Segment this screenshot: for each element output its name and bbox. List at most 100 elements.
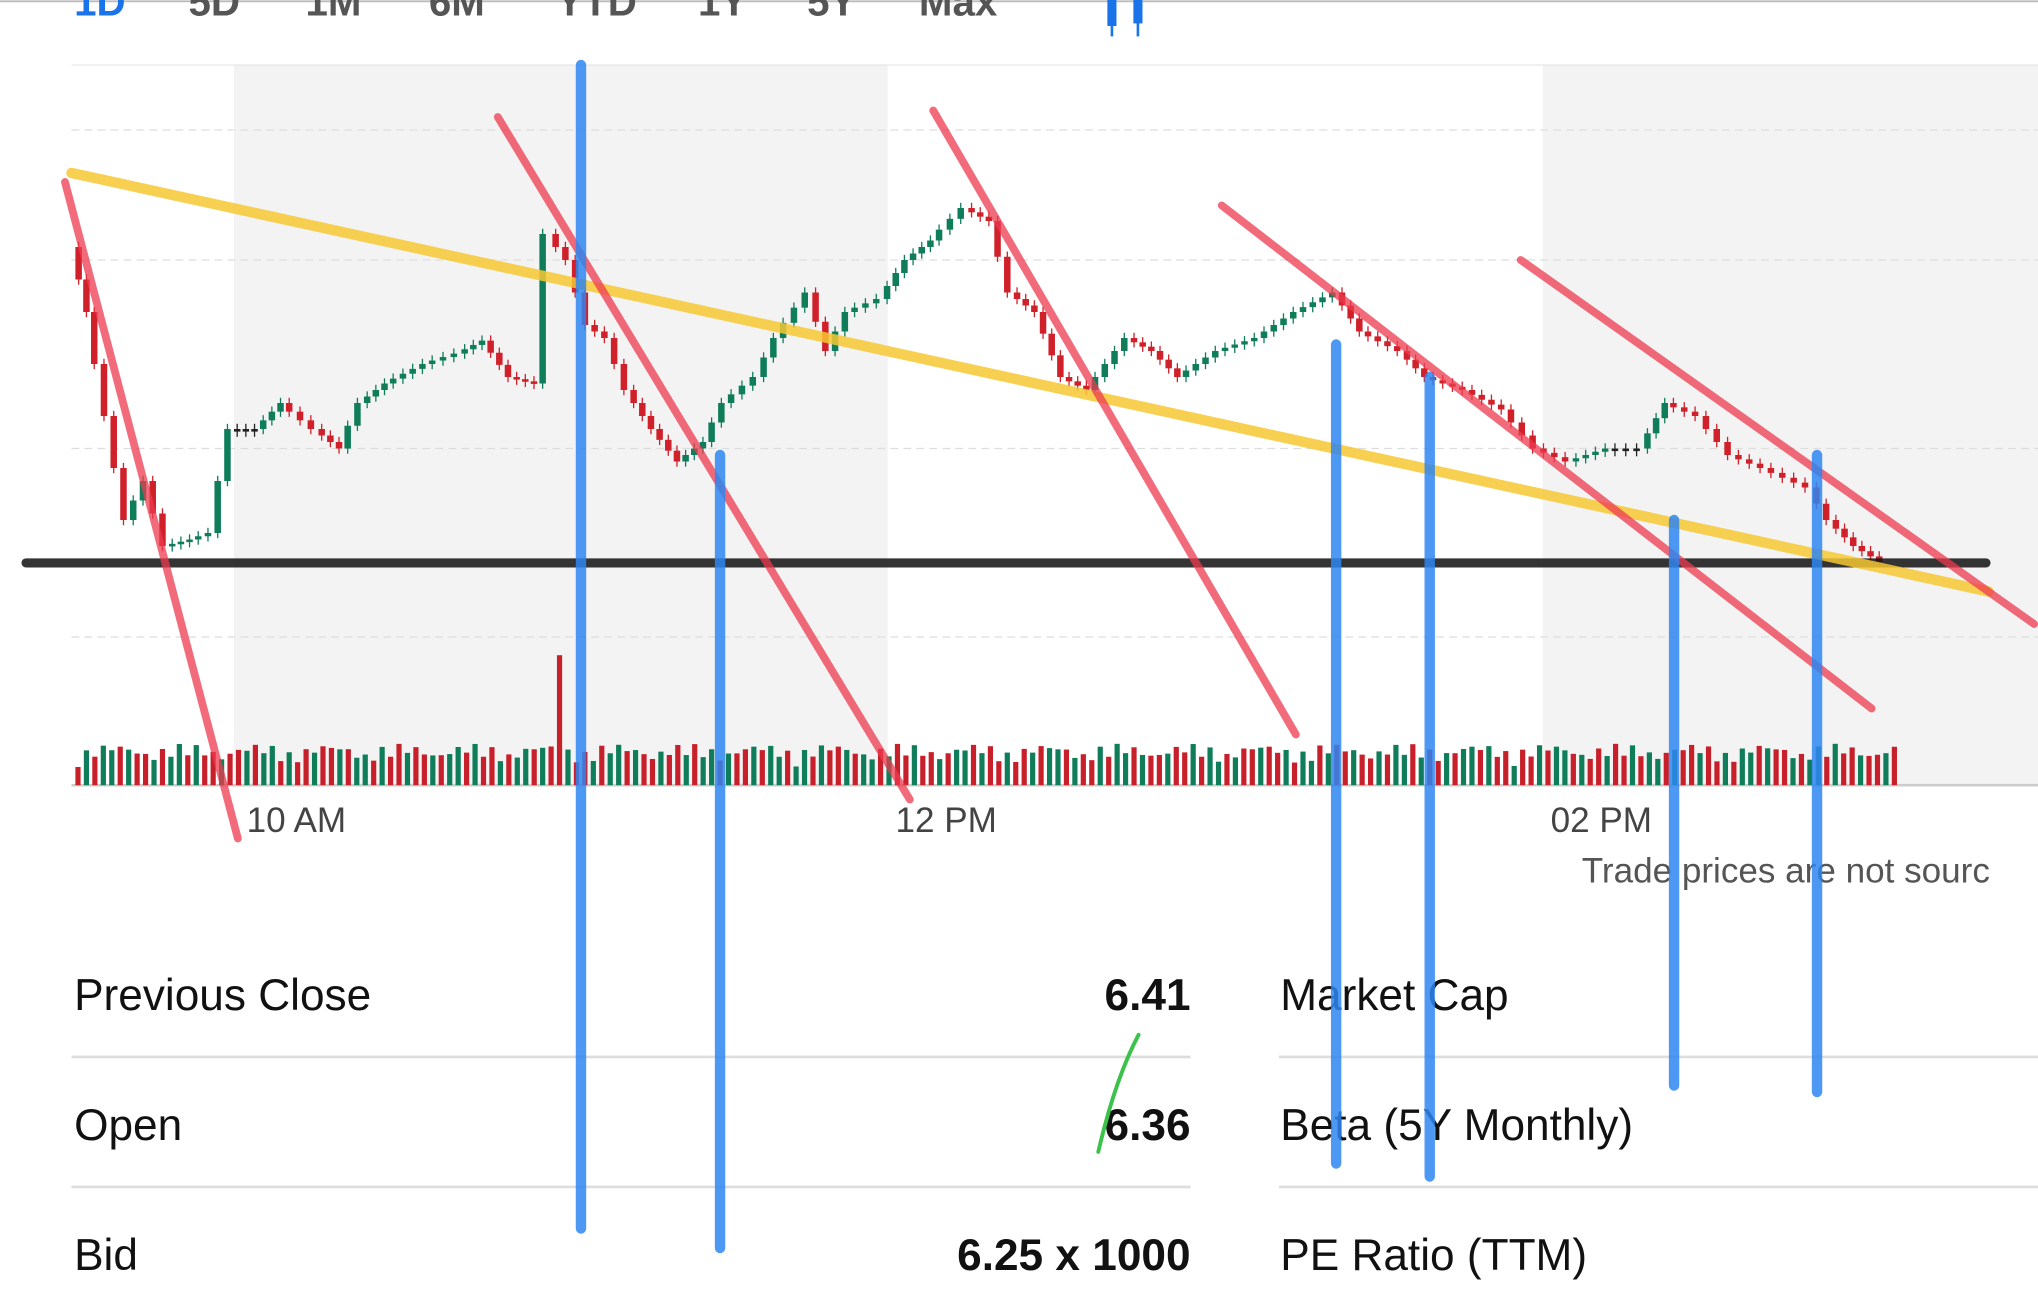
volume-bar — [1291, 762, 1298, 786]
candle-body — [749, 377, 757, 386]
candle-body — [1644, 433, 1651, 449]
candle-body — [1048, 333, 1055, 356]
candle-body — [760, 357, 767, 377]
candle-body — [354, 403, 361, 426]
candle-body — [1572, 458, 1580, 462]
candle-body — [1790, 477, 1797, 483]
chart-type-icon[interactable] — [1107, 0, 1143, 37]
volume-bar — [1410, 744, 1416, 786]
volume-bar — [987, 746, 994, 786]
range-tab[interactable]: 1M — [305, 0, 361, 25]
candle-body — [224, 429, 231, 481]
volume-bar — [531, 749, 537, 786]
volume-bar — [556, 655, 563, 786]
candle-body — [259, 420, 267, 429]
candle-body — [1270, 325, 1277, 332]
volume-bar — [1038, 746, 1044, 786]
candle-body — [790, 307, 798, 323]
volume-bar — [1469, 746, 1475, 786]
volume-bar — [159, 748, 166, 786]
volume-bar — [759, 750, 765, 786]
volume-bar — [928, 752, 934, 786]
range-tab[interactable]: 5Y — [807, 0, 856, 25]
candle-body — [1724, 442, 1731, 455]
volume-bar — [920, 755, 926, 786]
candle-body — [251, 429, 258, 432]
candle-body — [419, 364, 426, 369]
volume-bar — [506, 754, 512, 786]
volume-bar — [337, 749, 343, 786]
volume-bar — [472, 743, 478, 786]
volume-bar — [1663, 752, 1669, 786]
volume-bar — [548, 746, 554, 786]
candle-body — [100, 364, 108, 416]
candle-body — [129, 500, 137, 520]
candle-body — [639, 403, 646, 416]
candle-body — [296, 411, 304, 421]
candle-body — [851, 307, 858, 312]
volume-bar — [92, 756, 98, 786]
volume-bar — [1891, 746, 1897, 786]
candle-body — [1202, 357, 1209, 364]
range-tab[interactable]: Max — [919, 0, 998, 25]
volume-bar — [1148, 755, 1154, 786]
range-tab[interactable]: YTD — [556, 0, 637, 25]
candle-body — [1691, 411, 1699, 416]
candle-body — [727, 394, 735, 403]
volume-bar — [1705, 746, 1712, 786]
range-tab[interactable]: 5D — [188, 0, 239, 25]
volume-bar — [1545, 750, 1551, 786]
candle-body — [1057, 355, 1064, 377]
candle-body — [812, 292, 819, 322]
x-tick-label: 12 PM — [896, 801, 997, 840]
volume-bar — [1604, 755, 1610, 786]
volume-bar — [911, 745, 917, 786]
volume-bar — [109, 750, 115, 786]
volume-bar — [210, 751, 216, 786]
volume-bar — [1418, 757, 1424, 786]
candle-body — [1468, 390, 1476, 395]
candle-body — [409, 368, 416, 374]
candle-body — [1241, 341, 1248, 345]
candle-body — [1561, 457, 1569, 462]
volume-bar — [692, 744, 698, 786]
volume-bar — [278, 761, 284, 786]
x-tick-label: 02 PM — [1551, 801, 1652, 840]
candle-body — [1551, 452, 1558, 458]
candle-body — [110, 416, 117, 468]
volume-bar — [869, 759, 875, 786]
candle-body — [1713, 429, 1720, 442]
candle-body — [1841, 528, 1848, 538]
candle-body — [530, 381, 538, 384]
range-tab[interactable]: 1Y — [698, 0, 747, 25]
volume-bar — [269, 745, 275, 786]
volume-bar — [404, 752, 411, 786]
volume-bar — [1224, 753, 1230, 786]
volume-bar — [1308, 760, 1315, 786]
range-tabs: 1D 5D 1M 6M YTD 1Y 5Y Max — [74, 0, 998, 25]
volume-bar — [1596, 748, 1602, 786]
volume-bar — [1258, 747, 1264, 786]
candle-body — [1165, 359, 1172, 369]
volume-bar — [1173, 746, 1179, 786]
candle-body — [1478, 394, 1485, 400]
stat-value: 6.25 x 1000 — [957, 1231, 1190, 1280]
range-tab[interactable]: 6M — [429, 0, 485, 25]
volume-bar — [176, 743, 182, 786]
volume-bar — [1283, 749, 1289, 786]
volume-bar — [970, 744, 977, 786]
candle-body — [1832, 520, 1840, 529]
candle-body — [168, 543, 176, 547]
volume-bar — [954, 749, 960, 786]
candle-body — [957, 208, 964, 219]
volume-bar — [421, 754, 427, 786]
volume-bar — [1199, 756, 1205, 786]
candle-body — [994, 221, 1001, 257]
range-tab[interactable]: 1D — [74, 0, 125, 25]
candle-body — [1652, 418, 1660, 434]
candle-body — [1364, 331, 1372, 337]
candle-body — [1231, 344, 1239, 348]
volume-bar — [455, 746, 461, 786]
volume-bar — [1562, 750, 1568, 786]
candle-body — [968, 208, 975, 213]
